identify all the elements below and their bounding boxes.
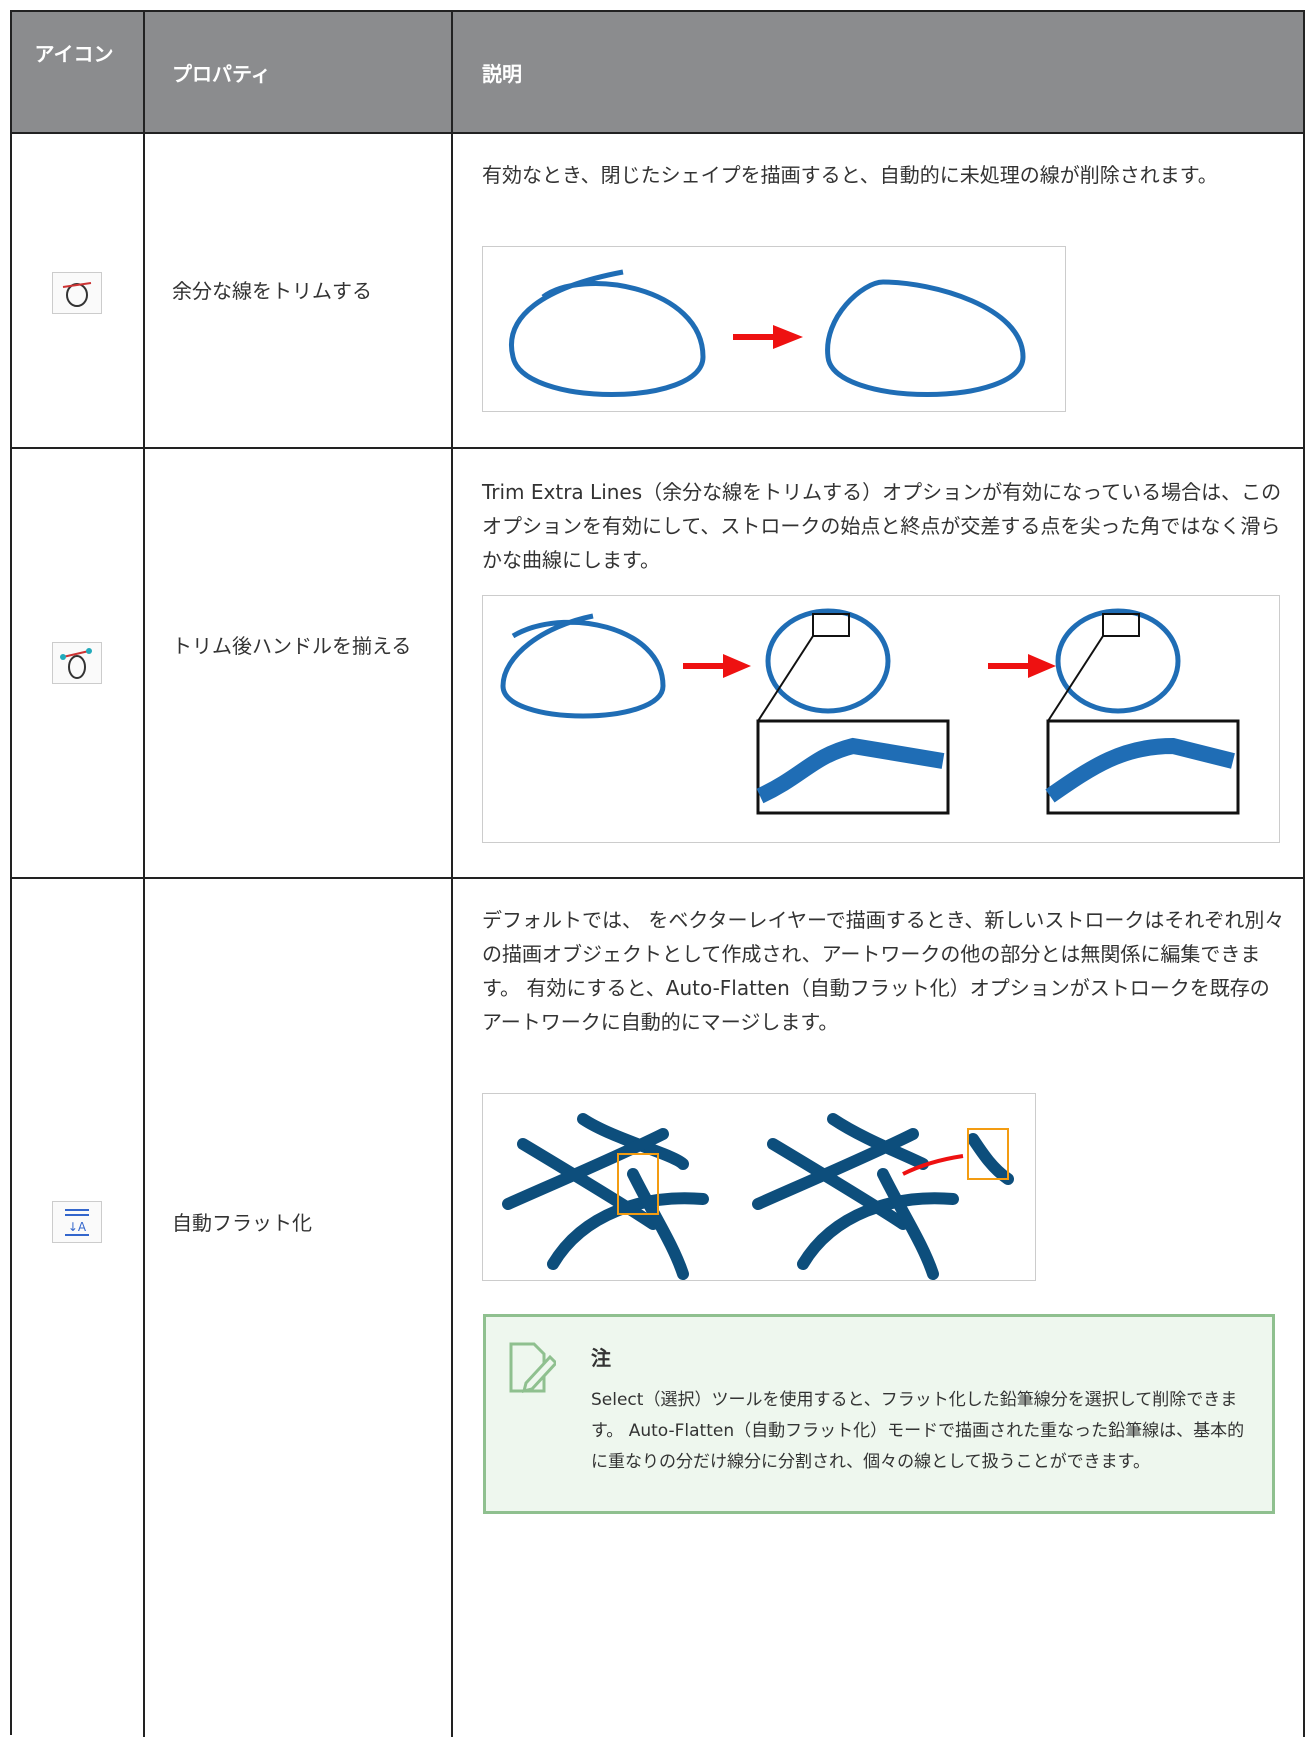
note: 注 Select（選択）ツールを使用すると、フラット化した鉛筆線分を選択して削除… xyxy=(483,1314,1275,1514)
illustration-graphic xyxy=(500,608,1240,815)
icon-cell xyxy=(12,134,145,449)
description: 有効なとき、閉じたシェイプを描画すると、自動的に未処理の線が削除されます。 xyxy=(482,163,1218,187)
table: アイコン プロパティ 説明 余分な線をトリムする 有効なとき、閉じたシェイプを描… xyxy=(10,10,1305,1737)
header-property: プロパティ xyxy=(172,62,271,86)
note-icon xyxy=(509,1342,556,1394)
header-cell: 説明 xyxy=(453,12,1305,134)
description: Trim Extra Lines（余分な線をトリムする）オプションが有効になって… xyxy=(482,480,1282,572)
icon-cell: ↓A xyxy=(12,879,145,1737)
illustration-graphic xyxy=(502,1113,1014,1280)
property-cell: トリム後ハンドルを揃える xyxy=(145,449,453,879)
property: トリム後ハンドルを揃える xyxy=(172,634,412,658)
header-cell: アイコン xyxy=(12,12,145,134)
note-text: Select（選択）ツールを使用すると、フラット化した鉛筆線分を選択して削除でき… xyxy=(591,1390,1245,1472)
header-description: 説明 xyxy=(482,62,522,86)
property: 余分な線をトリムする xyxy=(172,279,372,303)
icon-graphic xyxy=(60,648,92,679)
description-cell: Trim Extra Lines（余分な線をトリムする）オプションが有効になって… xyxy=(453,449,1305,879)
description-cell: デフォルトでは、 をベクターレイヤーで描画するとき、新しいストロークはそれぞれ別… xyxy=(453,879,1305,1737)
icon-graphic: ↓A xyxy=(65,1209,89,1236)
header-cell: プロパティ xyxy=(145,12,453,134)
icon-graphic xyxy=(62,282,92,307)
illustration xyxy=(482,595,1280,843)
description-cell: 有効なとき、閉じたシェイプを描画すると、自動的に未処理の線が削除されます。 xyxy=(453,134,1305,449)
illustration xyxy=(482,1093,1036,1281)
svg-text:↓A: ↓A xyxy=(68,1220,87,1234)
property-cell: 自動フラット化 xyxy=(145,879,453,1737)
property-cell: 余分な線をトリムする xyxy=(145,134,453,449)
property: 自動フラット化 xyxy=(172,1211,312,1235)
header-icon: アイコン xyxy=(34,42,114,66)
icon-cell xyxy=(12,449,145,879)
illustration xyxy=(482,246,1066,412)
illustration-graphic xyxy=(509,269,1026,397)
description: デフォルトでは、 をベクターレイヤーで描画するとき、新しいストロークはそれぞれ別… xyxy=(482,908,1285,1034)
note-title: 注 xyxy=(591,1346,611,1370)
icon xyxy=(52,272,102,314)
icon: ↓A xyxy=(52,1201,102,1243)
icon xyxy=(52,642,102,684)
